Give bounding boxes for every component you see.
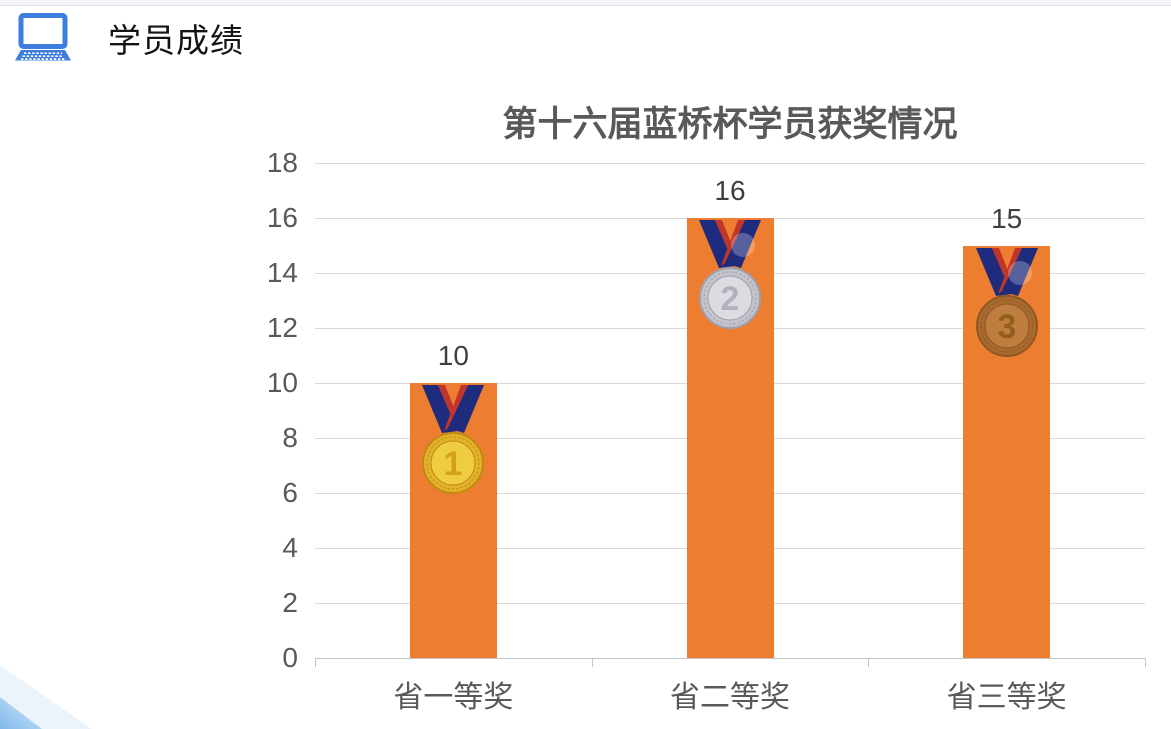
header: 学员成绩: [12, 12, 244, 64]
chart-title: 第十六届蓝桥杯学员获奖情况: [502, 105, 958, 144]
x-axis-tick: [868, 658, 870, 667]
svg-text:1: 1: [444, 445, 463, 483]
medal: 2: [690, 220, 770, 332]
bronze-medal-icon: 3: [975, 247, 1038, 357]
x-axis-category-label: 省二等奖: [670, 681, 790, 714]
laptop-icon: [12, 13, 74, 63]
bar-value-label: 16: [714, 175, 746, 206]
y-axis-tick-label: 18: [266, 147, 298, 178]
x-axis-tick: [1145, 658, 1146, 667]
page-title: 学员成绩: [108, 22, 244, 59]
corner-decoration-icon: [0, 665, 92, 729]
y-axis-tick-label: 4: [282, 532, 298, 563]
medal: 1: [413, 385, 493, 497]
y-axis-tick-label: 12: [266, 312, 298, 343]
y-axis-tick-label: 0: [282, 642, 298, 673]
x-axis-tick: [315, 658, 316, 667]
svg-text:2: 2: [721, 280, 740, 318]
x-axis-tick: [591, 658, 593, 667]
silver-medal-icon: 2: [699, 220, 761, 329]
x-axis-category-label: 省三等奖: [946, 681, 1067, 714]
x-axis-line: [315, 658, 1145, 659]
y-axis-tick-label: 2: [282, 587, 298, 618]
bar-value-label: 15: [991, 202, 1023, 234]
top-band: [0, 0, 1171, 6]
y-axis-tick-label: 10: [266, 367, 298, 398]
gold-medal-icon: 1: [422, 385, 485, 494]
y-axis-tick-label: 16: [266, 202, 298, 233]
svg-text:3: 3: [997, 308, 1016, 346]
y-axis-tick-label: 6: [282, 477, 298, 508]
medal: 3: [967, 247, 1047, 360]
gridline: [315, 163, 1145, 164]
bar-value-label: 10: [437, 340, 469, 371]
y-axis-tick-label: 14: [266, 257, 298, 288]
y-axis-tick-label: 8: [282, 422, 298, 453]
x-axis-category-label: 省一等奖: [393, 681, 514, 714]
